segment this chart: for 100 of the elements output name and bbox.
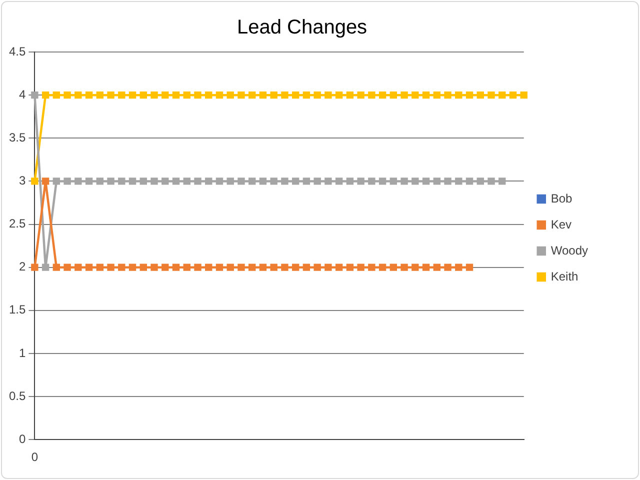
point: [368, 264, 376, 271]
point: [64, 178, 71, 185]
point: [162, 178, 169, 185]
point: [368, 91, 376, 99]
point: [314, 91, 321, 99]
legend-label: Kev: [550, 217, 572, 232]
point: [292, 178, 300, 185]
point: [335, 91, 343, 99]
point: [42, 91, 50, 99]
point: [302, 91, 310, 99]
chart-title: Lead Changes: [236, 16, 368, 39]
point: [248, 178, 256, 185]
point: [520, 91, 528, 99]
point: [74, 178, 82, 185]
point: [390, 178, 398, 185]
point: [335, 264, 343, 271]
point: [107, 264, 114, 271]
point: [183, 91, 190, 99]
y-tick-label: 1.5: [8, 302, 26, 317]
point: [466, 264, 474, 271]
point: [455, 178, 462, 185]
y-tick-label: 1: [18, 346, 26, 360]
y-tick-label: 0.5: [8, 388, 26, 403]
point: [118, 91, 126, 99]
point: [259, 178, 267, 185]
point: [324, 91, 332, 99]
y-tick-label: 0: [18, 432, 26, 446]
point: [85, 178, 93, 185]
y-tick-label: 4.5: [8, 44, 26, 58]
point: [226, 91, 234, 99]
point: [64, 91, 71, 99]
point: [281, 264, 288, 271]
point: [466, 91, 474, 99]
point: [96, 264, 104, 271]
point: [346, 264, 354, 271]
point: [378, 91, 386, 99]
point: [140, 264, 147, 271]
point: [42, 178, 50, 185]
point: [216, 91, 224, 99]
point: [400, 264, 408, 271]
point: [216, 178, 224, 185]
point: [378, 178, 386, 185]
point: [238, 178, 245, 185]
point: [85, 91, 93, 99]
point: [226, 178, 234, 185]
point: [64, 264, 71, 271]
point: [238, 264, 245, 271]
point: [194, 264, 202, 271]
point: [52, 91, 60, 99]
point: [150, 178, 158, 185]
point: [357, 264, 364, 271]
point: [270, 178, 278, 185]
point: [412, 91, 419, 99]
point: [314, 264, 321, 271]
point: [172, 91, 180, 99]
point: [390, 91, 398, 99]
point: [281, 178, 288, 185]
point: [455, 264, 462, 271]
point: [302, 178, 310, 185]
point: [476, 178, 484, 185]
point: [357, 178, 364, 185]
point: [444, 178, 452, 185]
point: [455, 91, 462, 99]
point: [128, 91, 136, 99]
point: [302, 264, 310, 271]
y-tick-label: 4: [18, 87, 26, 102]
point: [444, 91, 452, 99]
point: [346, 178, 354, 185]
point: [118, 264, 126, 271]
point: [31, 178, 38, 185]
point: [259, 264, 267, 271]
point: [194, 91, 202, 99]
point: [270, 91, 278, 99]
point: [368, 178, 376, 185]
point: [238, 91, 245, 99]
point: [498, 178, 506, 185]
point: [248, 264, 256, 271]
point: [52, 264, 60, 271]
point: [324, 178, 332, 185]
point: [162, 264, 169, 271]
point: [107, 91, 114, 99]
point: [476, 91, 484, 99]
point: [357, 91, 364, 99]
point: [281, 91, 288, 99]
point: [400, 178, 408, 185]
point: [400, 91, 408, 99]
point: [433, 264, 441, 271]
point: [259, 91, 267, 99]
point: [96, 178, 104, 185]
point: [205, 91, 212, 99]
point: [378, 264, 386, 271]
point: [31, 91, 38, 99]
point: [162, 91, 169, 99]
point: [183, 264, 190, 271]
point: [150, 91, 158, 99]
point: [390, 264, 398, 271]
point: [96, 91, 104, 99]
point: [205, 178, 212, 185]
legend-label: Bob: [550, 191, 573, 206]
point: [509, 91, 517, 99]
